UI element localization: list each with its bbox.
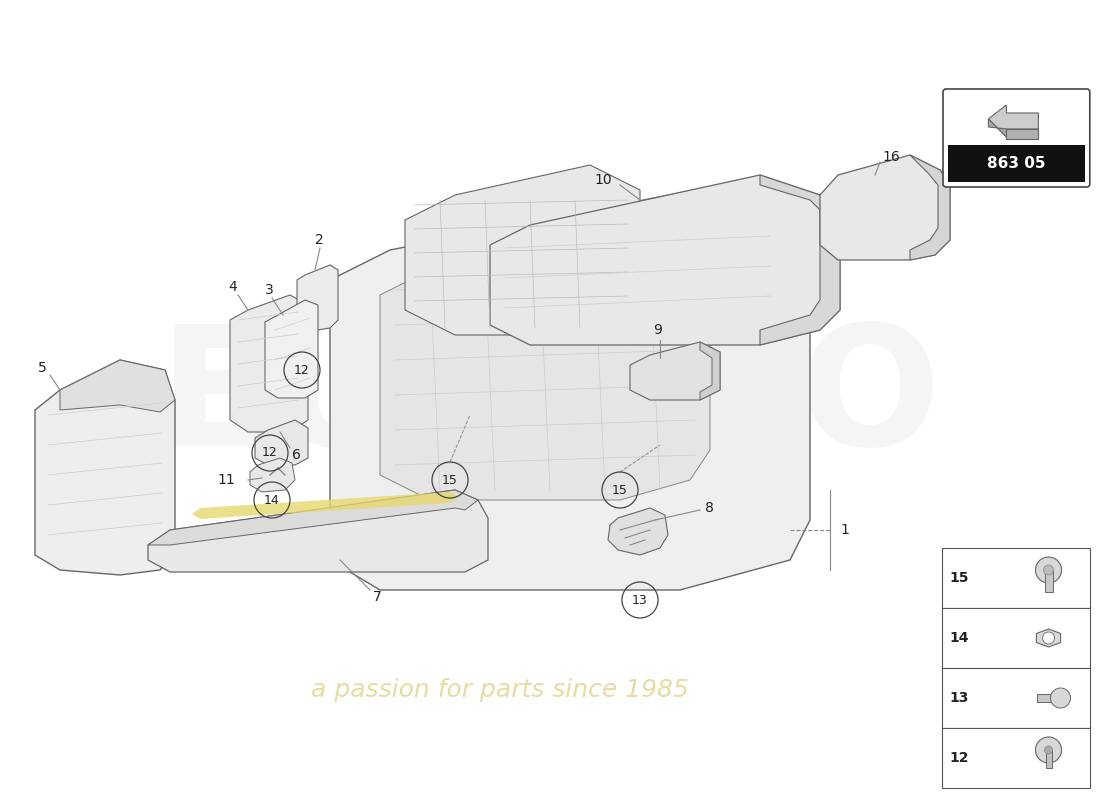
Text: EUROCO: EUROCO: [158, 318, 942, 482]
Polygon shape: [1036, 629, 1060, 647]
Text: 16: 16: [882, 150, 900, 164]
Text: 12: 12: [949, 751, 969, 765]
Text: 11: 11: [218, 473, 235, 487]
Circle shape: [1035, 557, 1062, 583]
Polygon shape: [989, 119, 1006, 137]
Text: 6: 6: [292, 448, 301, 462]
Bar: [1045, 570, 1053, 592]
Polygon shape: [1006, 129, 1038, 139]
Polygon shape: [297, 265, 338, 332]
Polygon shape: [608, 508, 668, 555]
Polygon shape: [265, 300, 318, 398]
Bar: [1036, 694, 1058, 702]
Text: 2: 2: [315, 233, 323, 247]
Text: 7: 7: [373, 590, 382, 604]
Polygon shape: [148, 490, 478, 545]
Text: 15: 15: [612, 483, 628, 497]
Bar: [1045, 750, 1052, 768]
Text: 15: 15: [442, 474, 458, 486]
FancyBboxPatch shape: [943, 89, 1090, 187]
Polygon shape: [230, 295, 308, 432]
Text: 12: 12: [262, 446, 278, 459]
Polygon shape: [35, 360, 175, 575]
Circle shape: [1035, 737, 1062, 763]
Polygon shape: [148, 490, 488, 572]
Text: 12: 12: [294, 363, 310, 377]
Bar: [942, 548, 1090, 608]
Text: 863 05: 863 05: [987, 156, 1046, 171]
Polygon shape: [60, 360, 175, 412]
Polygon shape: [255, 420, 308, 465]
Polygon shape: [490, 175, 840, 345]
Polygon shape: [192, 492, 458, 519]
Circle shape: [1050, 688, 1070, 708]
Text: 5: 5: [39, 361, 46, 375]
Bar: [942, 728, 1090, 788]
Bar: [948, 146, 1085, 182]
Text: 3: 3: [265, 283, 274, 297]
Bar: [942, 668, 1090, 728]
Text: 4: 4: [228, 280, 236, 294]
Text: 13: 13: [632, 594, 648, 606]
Polygon shape: [910, 155, 950, 260]
Polygon shape: [820, 155, 950, 260]
Circle shape: [1044, 565, 1054, 575]
Polygon shape: [379, 230, 710, 500]
Polygon shape: [989, 105, 1038, 137]
Circle shape: [1045, 746, 1053, 754]
Circle shape: [1043, 632, 1055, 644]
Text: a passion for parts since 1985: a passion for parts since 1985: [311, 678, 689, 702]
Text: 15: 15: [949, 571, 969, 585]
Text: 1: 1: [840, 523, 849, 537]
Polygon shape: [250, 458, 295, 492]
Text: 14: 14: [264, 494, 279, 506]
Polygon shape: [700, 342, 720, 400]
Text: 14: 14: [949, 631, 969, 645]
Text: 13: 13: [949, 691, 969, 705]
Polygon shape: [760, 175, 840, 345]
Text: 9: 9: [653, 323, 662, 337]
Text: 10: 10: [594, 173, 612, 187]
Polygon shape: [405, 165, 640, 335]
Polygon shape: [630, 342, 720, 400]
Text: 8: 8: [705, 501, 714, 515]
Polygon shape: [330, 185, 810, 590]
Bar: [942, 608, 1090, 668]
